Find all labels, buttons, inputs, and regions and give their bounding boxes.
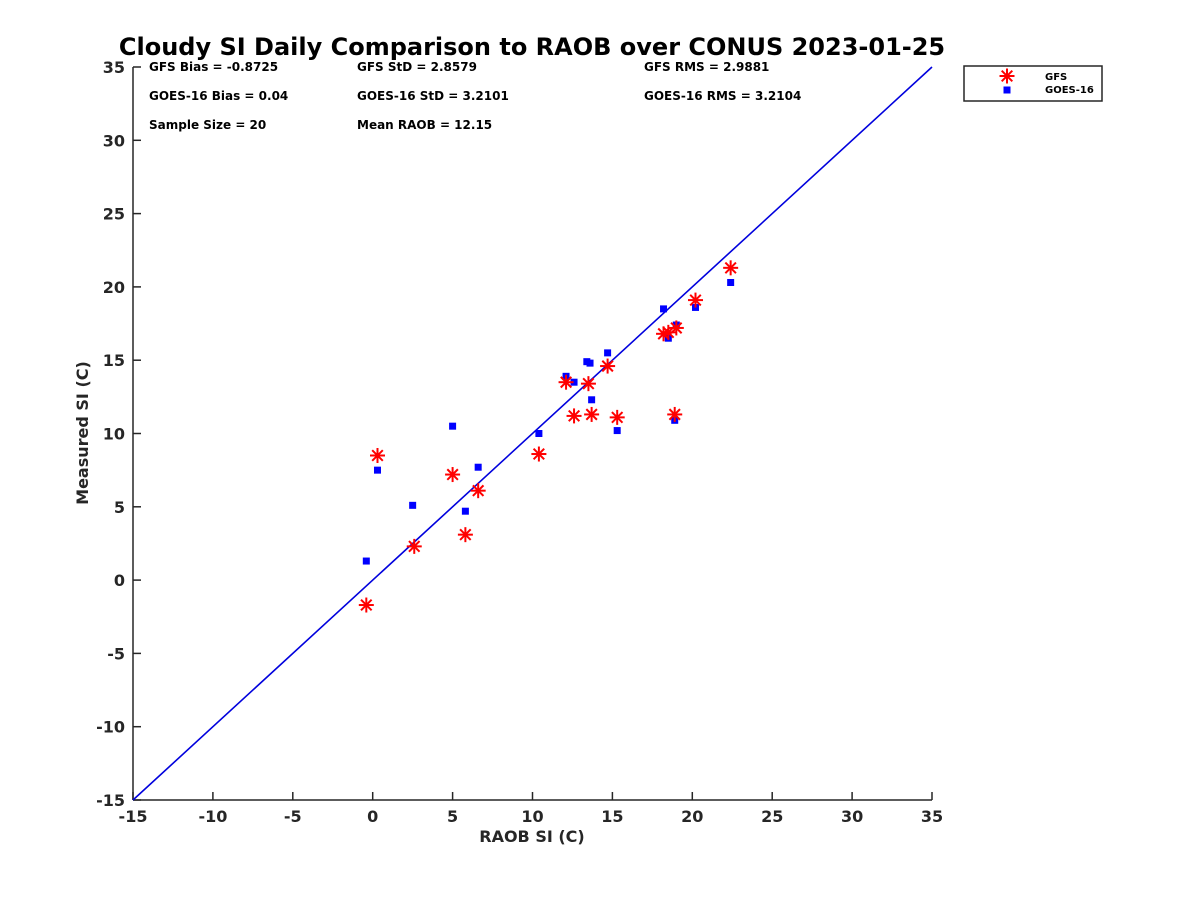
goes16-point [586,359,594,367]
goes16-point [613,427,621,435]
plot-area: -15 -10 -5 0 5 10 15 20 25 30 35 -15 -10 -5 0 5 10 15 20 25… [96,58,943,826]
x-tick-label: 20 [681,807,703,826]
stat-text: Sample Size = 20 [149,118,266,132]
y-tick-label: -5 [107,644,125,663]
goes16-point [474,463,482,471]
x-tick-label: 15 [601,807,623,826]
stat-text: Mean RAOB = 12.15 [357,118,492,132]
gfs-point [531,446,547,462]
stat-text: GOES-16 Bias = 0.04 [149,89,288,103]
gfs-point [566,408,582,424]
legend-goes16-marker [1003,86,1011,94]
gfs-point [358,597,374,613]
gfs-point [687,292,703,308]
legend: GFS GOES-16 [963,65,1103,102]
chart-title: Cloudy SI Daily Comparison to RAOB over … [119,33,945,61]
goes16-point [588,396,596,404]
y-tick-label: 15 [103,351,125,370]
goes16-point [660,305,668,313]
gfs-point [369,447,385,463]
x-tick-label: 10 [521,807,543,826]
gfs-point [584,406,600,422]
goes16-point [409,501,417,509]
x-tick-label: 0 [367,807,378,826]
stat-text: GFS RMS = 2.9881 [644,60,769,74]
legend-box [963,65,1103,102]
x-tick-label: 35 [921,807,943,826]
legend-goes16-label: GOES-16 [1045,85,1094,96]
goes16-point [461,507,469,515]
stat-text: GFS Bias = -0.8725 [149,60,278,74]
goes16-point [535,430,543,437]
goes16-point [727,279,735,287]
gfs-point [406,538,422,554]
gfs-point [609,409,625,425]
x-tick-label: -15 [119,807,148,826]
goes16-point [570,378,578,386]
y-axis-label: Measured SI (C) [73,361,92,505]
y-tick-label: 5 [114,498,125,517]
gfs-point [668,320,684,336]
x-tick-label: 25 [761,807,783,826]
y-tick-label: 25 [103,205,125,224]
goes16-point [604,349,612,357]
y-tick-label: 10 [103,425,125,444]
y-tick-label: 35 [103,58,125,77]
gfs-point [723,260,739,276]
stat-text: GFS StD = 2.8579 [357,60,477,74]
y-tick-label: 0 [114,571,125,590]
x-axis-label: RAOB SI (C) [479,827,584,846]
goes16-point [362,557,370,565]
gfs-point [445,467,461,483]
gfs-point [558,374,574,390]
x-tick-label: 5 [447,807,458,826]
gfs-point [580,376,596,392]
stat-text: GOES-16 StD = 3.2101 [357,89,509,103]
stat-text: GOES-16 RMS = 3.2104 [644,89,801,103]
goes16-point [373,466,381,474]
gfs-point [470,483,486,499]
gfs-point [600,358,616,374]
y-tick-label: 30 [103,131,125,150]
legend-gfs-label: GFS [1045,72,1067,83]
one-to-one-line [132,66,933,801]
legend-gfs-marker [999,68,1015,84]
y-tick-label: -10 [96,718,125,737]
x-tick-label: -5 [284,807,302,826]
gfs-point [457,527,473,543]
y-tick-label: 20 [103,278,125,297]
goes16-point [449,422,457,430]
x-tick-label: 30 [841,807,863,826]
x-tick-label: -10 [198,807,227,826]
y-tick-label: -15 [96,791,125,810]
gfs-point [667,406,683,422]
